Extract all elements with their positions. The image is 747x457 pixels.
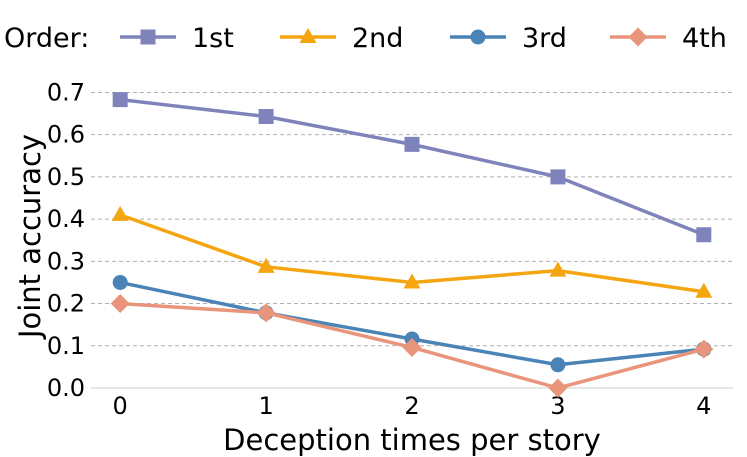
series-1st (112, 92, 712, 243)
data-point-1st (112, 92, 128, 108)
legend-item-4th: 4th (610, 23, 727, 54)
data-point-4th (110, 294, 130, 314)
x-tick-label: 0 (113, 392, 128, 420)
y-tick-label: 0.0 (47, 374, 85, 402)
legend-title: Order: (4, 23, 89, 54)
y-axis-label: Joint accuracy (13, 134, 47, 340)
legend-label: 3rd (522, 23, 567, 54)
legend-item-2nd: 2nd (280, 23, 403, 54)
data-point-3rd (550, 357, 566, 373)
legend-label: 4th (682, 23, 727, 54)
series-3rd (112, 274, 712, 373)
data-point-4th (694, 339, 714, 359)
legend-marker-1st (140, 29, 156, 45)
legend-marker-3rd (470, 29, 486, 45)
data-point-2nd (549, 261, 567, 277)
x-tick-label: 2 (404, 392, 419, 420)
legend-marker-4th (628, 27, 648, 47)
legend-item-1st: 1st (120, 23, 234, 54)
data-point-1st (258, 109, 274, 125)
y-tick-label: 0.4 (47, 205, 85, 233)
data-point-4th (402, 337, 422, 357)
data-point-4th (548, 378, 568, 398)
data-point-4th (256, 303, 276, 323)
axes: 0.0 0.1 0.2 0.3 0.4 0.5 0.6 0.7 0 1 2 3 4 (47, 78, 733, 420)
data-point-2nd (403, 273, 421, 289)
series-line-1st (119, 97, 705, 237)
data-point-2nd (111, 205, 129, 221)
x-axis-label: Deception times per story (223, 423, 601, 457)
x-tick-label: 1 (258, 392, 273, 420)
legend-label: 2nd (352, 23, 403, 54)
legend-marker-2nd (299, 28, 317, 43)
x-tick-label: 3 (550, 392, 565, 420)
data-point-3rd (112, 274, 128, 290)
y-tick-label: 0.1 (47, 332, 85, 360)
y-tick-label: 0.2 (47, 290, 85, 318)
data-point-1st (550, 169, 566, 185)
y-tick-label: 0.3 (47, 247, 85, 275)
legend: Order: 1st 2nd 3rd 4th (4, 23, 727, 54)
y-tick-label: 0.5 (47, 163, 85, 191)
data-point-1st (404, 136, 420, 152)
legend-item-3rd: 3rd (450, 23, 567, 54)
x-tick-label: 4 (696, 392, 711, 420)
data-point-2nd (695, 282, 713, 298)
data-point-1st (696, 227, 712, 243)
series-4th (110, 294, 714, 398)
legend-label: 1st (192, 23, 234, 54)
y-tick-label: 0.6 (47, 121, 85, 149)
series-2nd (111, 205, 713, 298)
y-tick-label: 0.7 (47, 78, 85, 106)
grid (91, 91, 733, 347)
series-layer (110, 92, 714, 398)
data-point-2nd (257, 257, 275, 273)
